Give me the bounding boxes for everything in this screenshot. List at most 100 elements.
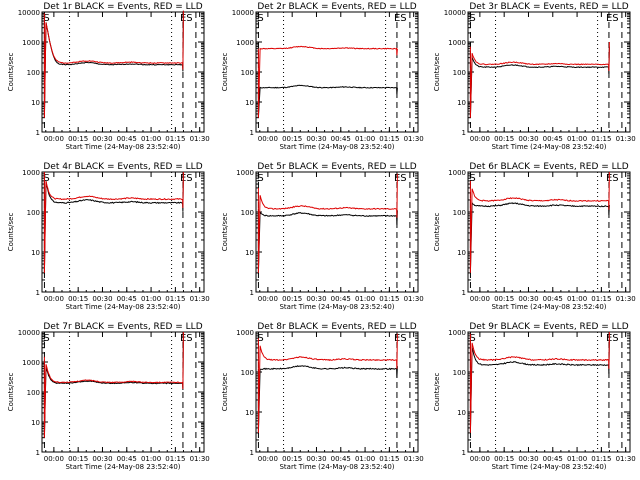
end-marker: ES xyxy=(394,13,407,24)
x-tick-label: 01:30 xyxy=(404,455,424,463)
x-tick-label: 00:30 xyxy=(306,455,326,463)
panel-title: Det 6r BLACK = Events, RED = LLD xyxy=(469,162,628,172)
x-tick-label: 00:30 xyxy=(306,135,326,143)
x-tick-label: 00:00 xyxy=(44,455,64,463)
x-tick-label: 00:45 xyxy=(117,295,137,303)
panel-7: Det 7r BLACK = Events, RED = LLD 1 10 100 10… xyxy=(7,322,210,471)
plot-frame xyxy=(255,331,419,453)
y-axis-title: Counts/sec xyxy=(433,213,441,252)
plot-frame xyxy=(41,331,205,453)
y-tick-label: 100 xyxy=(453,69,466,77)
panel-title: Det 5r BLACK = Events, RED = LLD xyxy=(257,162,416,172)
x-tick-label: 00:15 xyxy=(282,295,302,303)
series-line-lld xyxy=(43,10,184,118)
y-axis-title: Counts/sec xyxy=(433,373,441,412)
x-tick-label: 00:00 xyxy=(44,135,64,143)
y-tick-label: 1000 xyxy=(448,169,466,177)
y-tick-label: 1 xyxy=(462,449,466,457)
y-tick-label: 1000 xyxy=(448,329,466,337)
x-axis-title: Start Time (24-May-08 23:52:40) xyxy=(279,143,394,151)
x-tick-label: 00:00 xyxy=(258,295,278,303)
y-tick-label: 1000 xyxy=(236,329,254,337)
y-tick-label: 10 xyxy=(245,409,254,417)
y-axis-title: Counts/sec xyxy=(221,373,229,412)
panel-1: Det 1r BLACK = Events, RED = LLD 1 10 100 10… xyxy=(7,2,210,151)
start-marker: S xyxy=(469,13,475,24)
x-tick-label: 00:00 xyxy=(470,455,490,463)
y-tick-label: 100 xyxy=(241,69,254,77)
y-tick-label: 100 xyxy=(241,369,254,377)
y-tick-label: 10000 xyxy=(232,9,254,17)
series-line-lld xyxy=(257,173,398,273)
x-tick-label: 00:45 xyxy=(543,455,563,463)
panel-title: Det 1r BLACK = Events, RED = LLD xyxy=(43,2,202,12)
y-tick-label: 100 xyxy=(453,369,466,377)
y-tick-label: 10 xyxy=(31,419,40,427)
y-tick-label: 100 xyxy=(241,209,254,217)
y-tick-label: 1 xyxy=(250,449,254,457)
x-tick-label: 01:15 xyxy=(165,135,185,143)
y-axis-title: Counts/sec xyxy=(221,213,229,252)
x-tick-label: 01:15 xyxy=(591,135,611,143)
series-line-lld xyxy=(257,333,398,433)
y-tick-label: 100 xyxy=(27,69,40,77)
panel-title: Det 3r BLACK = Events, RED = LLD xyxy=(469,2,628,12)
panel-title: Det 4r BLACK = Events, RED = LLD xyxy=(43,162,202,172)
y-tick-label: 1000 xyxy=(236,39,254,47)
y-tick-label: 1 xyxy=(250,289,254,297)
y-tick-label: 1 xyxy=(462,289,466,297)
y-tick-label: 10000 xyxy=(18,9,40,17)
x-tick-label: 01:15 xyxy=(591,455,611,463)
start-marker: S xyxy=(43,333,49,344)
x-axis-title: Start Time (24-May-08 23:52:40) xyxy=(279,303,394,311)
x-tick-label: 00:45 xyxy=(543,135,563,143)
x-tick-label: 01:30 xyxy=(190,295,210,303)
x-tick-label: 00:00 xyxy=(470,135,490,143)
x-tick-label: 00:30 xyxy=(92,455,112,463)
y-tick-label: 100 xyxy=(453,209,466,217)
y-axis-title: Counts/sec xyxy=(433,53,441,92)
end-marker: ES xyxy=(180,13,193,24)
y-tick-label: 100 xyxy=(27,209,40,217)
x-tick-label: 01:00 xyxy=(355,455,375,463)
x-tick-label: 00:45 xyxy=(331,295,351,303)
x-tick-label: 00:45 xyxy=(331,135,351,143)
panel-3: Det 3r BLACK = Events, RED = LLD 1 10 100 10… xyxy=(433,2,636,151)
plot-frame xyxy=(41,171,205,293)
series-line-events xyxy=(43,331,184,438)
x-tick-label: 01:30 xyxy=(190,455,210,463)
y-tick-label: 10 xyxy=(457,99,466,107)
series-line-events xyxy=(43,171,184,273)
start-marker: S xyxy=(257,173,263,184)
x-tick-label: 00:30 xyxy=(518,295,538,303)
panel-5: Det 5r BLACK = Events, RED = LLD 1 10 100 10… xyxy=(221,162,424,311)
plot-frame xyxy=(467,11,631,133)
series-line-events xyxy=(257,208,398,273)
start-marker: S xyxy=(469,173,475,184)
x-tick-label: 01:30 xyxy=(404,135,424,143)
x-tick-label: 01:30 xyxy=(616,455,636,463)
series-line-events xyxy=(257,365,398,433)
x-tick-label: 00:30 xyxy=(92,135,112,143)
panel-9: Det 9r BLACK = Events, RED = LLD 1 10 100 10… xyxy=(433,322,636,471)
x-tick-label: 00:15 xyxy=(68,295,88,303)
series-line-lld xyxy=(43,171,184,273)
x-tick-label: 01:00 xyxy=(141,295,161,303)
y-tick-label: 1 xyxy=(36,289,40,297)
x-tick-label: 01:15 xyxy=(379,135,399,143)
end-marker: ES xyxy=(394,333,407,344)
panel-6: Det 6r BLACK = Events, RED = LLD 1 10 100 10… xyxy=(433,162,636,311)
x-tick-label: 00:30 xyxy=(92,295,112,303)
end-marker: ES xyxy=(606,13,619,24)
x-tick-label: 00:30 xyxy=(306,295,326,303)
x-tick-label: 01:00 xyxy=(567,295,587,303)
start-marker: S xyxy=(257,13,263,24)
plot-frame xyxy=(467,331,631,453)
series-line-lld xyxy=(469,171,610,273)
x-tick-label: 00:15 xyxy=(494,135,514,143)
x-tick-label: 01:00 xyxy=(141,455,161,463)
x-tick-label: 01:15 xyxy=(165,295,185,303)
x-tick-label: 01:00 xyxy=(355,135,375,143)
series-line-lld xyxy=(469,331,610,433)
series-line-lld xyxy=(257,45,398,118)
